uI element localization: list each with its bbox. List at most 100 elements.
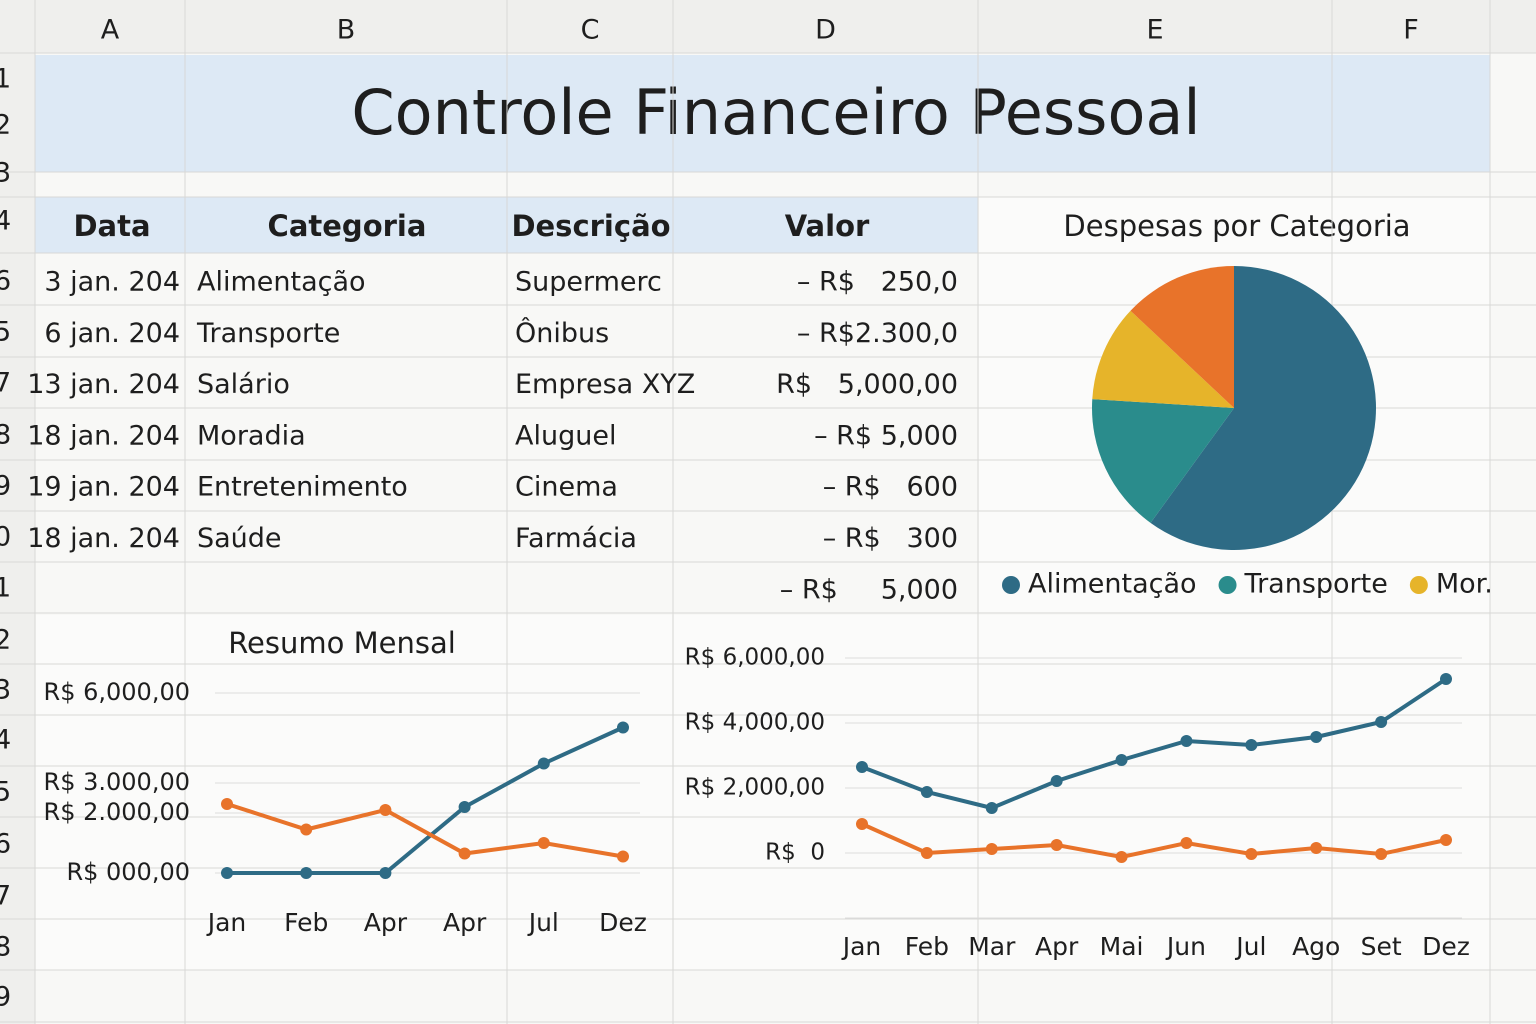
x-tick-label: Ago [1292,932,1340,961]
x-tick-label: Apr [1035,932,1079,961]
row-number: 8 [0,420,11,451]
cell-value: – R$2.300,0 [797,318,958,349]
cell-value: – R$ 5,000 [814,420,958,451]
line-point [1115,753,1128,766]
legend-swatch [1409,576,1428,594]
x-tick-label: Feb [284,908,328,937]
x-tick-label: Apr [443,908,487,937]
line-series [226,802,624,859]
row-number: 4 [0,206,11,237]
cell-category: Saúde [197,523,282,554]
x-tick-label: Feb [905,932,949,961]
cell-value: R$ 5,000,00 [776,369,958,400]
line-point [458,847,471,860]
legend-swatch [1002,576,1020,594]
column-header: D [815,15,836,46]
row-number: 6 [0,829,11,860]
legend-label: Alimentação [1028,569,1197,600]
x-tick-label: Jan [841,932,882,961]
line-point [221,867,233,879]
line-point [537,757,550,770]
chart1-title: Resumo Mensal [228,626,456,660]
x-tick-label: Jul [527,908,559,937]
table-header: Categoria [268,209,427,243]
row-number: 0 [0,522,11,553]
cell-category: Alimentação [197,267,366,298]
line-point [920,785,933,798]
row-number: 9 [0,982,11,1013]
cell-description: Empresa XYZ [515,369,695,400]
x-tick-label: Mar [968,932,1016,961]
column-header: F [1403,15,1419,46]
y-tick-label: R$ 4,000,00 [685,710,825,736]
line-point [1180,735,1193,748]
line-point [1375,715,1388,728]
x-tick-label: Dez [1422,932,1470,961]
cell-description: Aluguel [515,420,616,451]
x-tick-label: Jun [1165,932,1206,961]
row-number: 5 [0,317,11,348]
line-point [985,801,998,814]
line-point [1375,848,1388,861]
cell-value: – R$ 600 [823,472,958,503]
cell-total: – R$ 5,000 [780,575,958,606]
title-band [35,55,1490,172]
cell-date: 13 jan. 204 [27,369,180,400]
row-number: 3 [0,675,11,706]
line-point [1050,775,1063,788]
line-series [861,677,1448,811]
cell-description: Cinema [515,472,618,503]
cell-date: 19 jan. 204 [27,472,180,503]
line-point [221,798,233,810]
x-tick-label: Apr [364,908,408,937]
y-tick-label: R$ 000,00 [66,858,190,886]
row-number: 5 [0,777,11,808]
line-point [458,801,471,813]
row-number: 1 [0,573,11,604]
line-point [1245,739,1258,752]
pie-slice [1092,399,1234,523]
cell-category: Entretenimento [197,472,408,503]
legend-label: Mor. [1436,569,1493,600]
legend-label: Transporte [1244,569,1388,600]
line-point [1440,672,1452,685]
row-header-bar [0,53,35,1024]
column-header: C [581,15,600,46]
column-header: A [101,15,120,46]
x-tick-label: Dez [599,908,647,937]
row-number: 7 [0,368,11,399]
cell-value: – R$ 300 [823,523,958,554]
row-number: 6 [0,266,11,297]
y-tick-label: R$ 2.000,00 [44,798,190,826]
line-series [861,822,1447,860]
cell-description: Supermerc [515,267,662,298]
table-header: Descrição [511,209,670,243]
x-tick-label: Set [1361,932,1402,961]
table-header: Data [73,209,150,243]
line-point [300,867,313,879]
line-point [379,804,392,816]
line-point [1310,841,1323,854]
row-number: 4 [0,725,11,756]
line-point [1440,834,1452,846]
line-point [617,850,629,863]
row-number: 1 [0,64,11,95]
y-tick-label: R$ 3.000,00 [44,768,190,796]
chart1-area [36,615,672,970]
y-tick-label: R$ 0 [765,840,825,866]
line-point [1310,731,1323,744]
cell-date: 18 jan. 204 [27,523,180,554]
y-tick-label: R$ 6,000,00 [685,645,825,671]
x-tick-label: Jan [206,908,247,937]
cell-date: 18 jan. 204 [27,420,180,451]
pie-slice [1130,266,1234,408]
line-point [1245,848,1258,861]
pie-title: Despesas por Categoria [1063,209,1410,243]
line-point [856,761,868,774]
row-number: 2 [0,110,11,141]
cell-date: 3 jan. 204 [44,267,180,298]
table-header: Valor [785,209,870,243]
cell-description: Farmácia [515,523,637,554]
